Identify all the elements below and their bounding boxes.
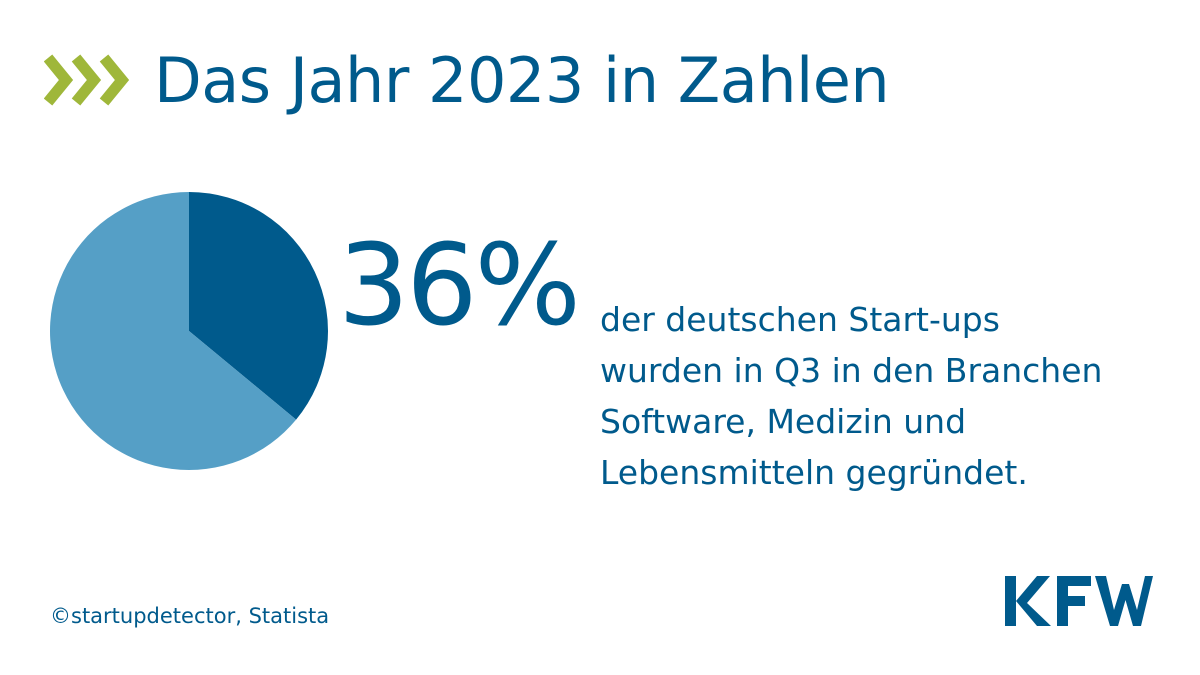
header: Das Jahr 2023 in Zahlen	[44, 40, 890, 120]
description-line: wurden in Q3 in den Branchen	[600, 351, 1103, 390]
pie-chart	[48, 190, 330, 472]
page-title: Das Jahr 2023 in Zahlen	[154, 43, 890, 117]
source-credit: ©startupdetector, Statista	[50, 604, 330, 628]
description-line: Software, Medizin und	[600, 402, 967, 441]
description-line: Lebensmitteln gegründet.	[600, 453, 1028, 492]
kfw-logo	[1005, 576, 1153, 626]
description: der deutschen Start-ups wurden in Q3 in …	[600, 294, 1160, 498]
pie-slice-rest	[49, 192, 297, 471]
percentage-value: 36%	[338, 221, 581, 351]
description-line: der deutschen Start-ups	[600, 300, 1000, 339]
chevron-arrows-icon	[44, 54, 130, 106]
pie-slice-highlight	[189, 192, 328, 420]
